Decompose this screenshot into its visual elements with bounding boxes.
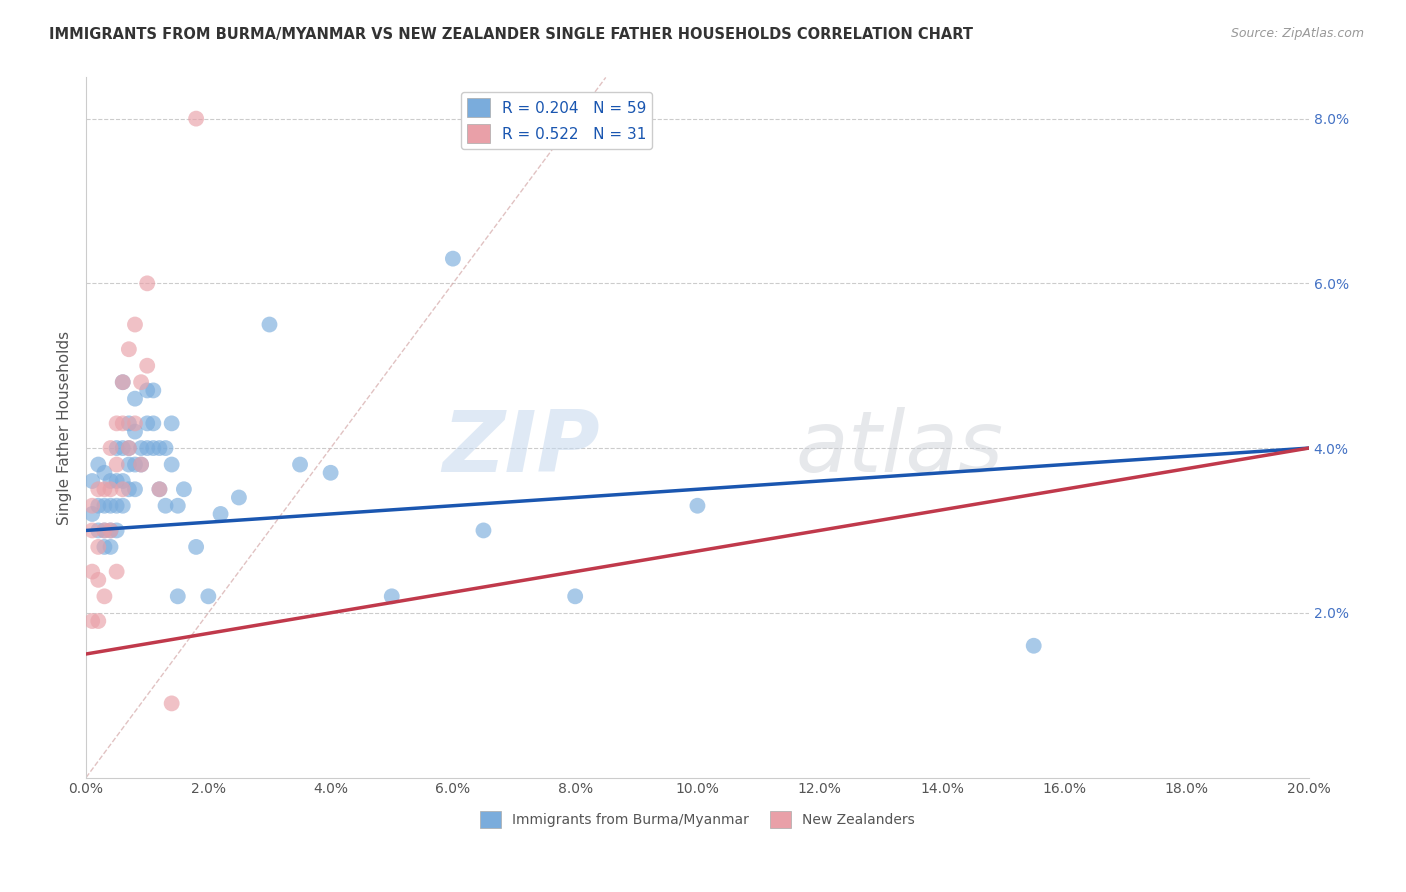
Point xyxy=(87,540,110,554)
Point xyxy=(155,499,177,513)
Point xyxy=(82,614,104,628)
Point xyxy=(118,441,141,455)
Point xyxy=(118,482,141,496)
Text: Source: ZipAtlas.com: Source: ZipAtlas.com xyxy=(1230,27,1364,40)
Point xyxy=(105,499,128,513)
Point xyxy=(209,507,232,521)
Point xyxy=(184,112,207,126)
Point xyxy=(111,417,134,431)
Point xyxy=(148,482,170,496)
Point xyxy=(82,499,104,513)
Point xyxy=(111,474,134,488)
Point xyxy=(155,441,177,455)
Point xyxy=(129,441,152,455)
Point xyxy=(228,491,250,505)
Point xyxy=(100,482,122,496)
Point xyxy=(142,417,165,431)
Point xyxy=(93,524,115,538)
Text: ZIP: ZIP xyxy=(441,407,599,490)
Point xyxy=(105,565,128,579)
Point xyxy=(118,441,141,455)
Point xyxy=(441,252,464,266)
Point xyxy=(184,540,207,554)
Point xyxy=(160,697,183,711)
Point xyxy=(87,524,110,538)
Point xyxy=(124,425,146,439)
Point xyxy=(111,499,134,513)
Point xyxy=(259,318,281,332)
Point xyxy=(93,590,115,604)
Point xyxy=(82,474,104,488)
Point xyxy=(148,441,170,455)
Point xyxy=(173,482,195,496)
Point xyxy=(124,318,146,332)
Point xyxy=(105,524,128,538)
Point xyxy=(105,474,128,488)
Point xyxy=(82,524,104,538)
Point xyxy=(136,417,159,431)
Text: atlas: atlas xyxy=(796,407,1004,490)
Point xyxy=(142,384,165,398)
Point xyxy=(129,375,152,389)
Point xyxy=(105,441,128,455)
Point xyxy=(87,482,110,496)
Point xyxy=(136,384,159,398)
Point xyxy=(319,466,342,480)
Point xyxy=(148,482,170,496)
Point xyxy=(93,482,115,496)
Point xyxy=(87,573,110,587)
Point xyxy=(124,482,146,496)
Point xyxy=(111,375,134,389)
Point xyxy=(93,540,115,554)
Point xyxy=(111,441,134,455)
Point xyxy=(118,417,141,431)
Point xyxy=(118,458,141,472)
Point xyxy=(124,392,146,406)
Point xyxy=(124,458,146,472)
Legend: Immigrants from Burma/Myanmar, New Zealanders: Immigrants from Burma/Myanmar, New Zeala… xyxy=(475,805,920,834)
Point xyxy=(166,499,188,513)
Point xyxy=(100,540,122,554)
Point xyxy=(129,458,152,472)
Point xyxy=(564,590,586,604)
Point xyxy=(82,565,104,579)
Y-axis label: Single Father Households: Single Father Households xyxy=(58,330,72,524)
Point xyxy=(100,524,122,538)
Point xyxy=(93,499,115,513)
Point xyxy=(136,277,159,291)
Point xyxy=(93,466,115,480)
Point xyxy=(87,499,110,513)
Point xyxy=(136,441,159,455)
Point xyxy=(100,474,122,488)
Point xyxy=(105,417,128,431)
Point xyxy=(111,482,134,496)
Point xyxy=(87,614,110,628)
Point xyxy=(686,499,709,513)
Point xyxy=(124,417,146,431)
Point xyxy=(100,524,122,538)
Point xyxy=(82,507,104,521)
Point xyxy=(100,499,122,513)
Point xyxy=(381,590,404,604)
Point xyxy=(160,417,183,431)
Text: IMMIGRANTS FROM BURMA/MYANMAR VS NEW ZEALANDER SINGLE FATHER HOUSEHOLDS CORRELAT: IMMIGRANTS FROM BURMA/MYANMAR VS NEW ZEA… xyxy=(49,27,973,42)
Point xyxy=(142,441,165,455)
Point xyxy=(111,375,134,389)
Point xyxy=(197,590,219,604)
Point xyxy=(166,590,188,604)
Point xyxy=(100,441,122,455)
Point xyxy=(472,524,495,538)
Point xyxy=(160,458,183,472)
Point xyxy=(136,359,159,373)
Point xyxy=(1022,639,1045,653)
Point xyxy=(288,458,311,472)
Point xyxy=(87,458,110,472)
Point xyxy=(93,524,115,538)
Point xyxy=(118,343,141,357)
Point xyxy=(105,458,128,472)
Point xyxy=(129,458,152,472)
